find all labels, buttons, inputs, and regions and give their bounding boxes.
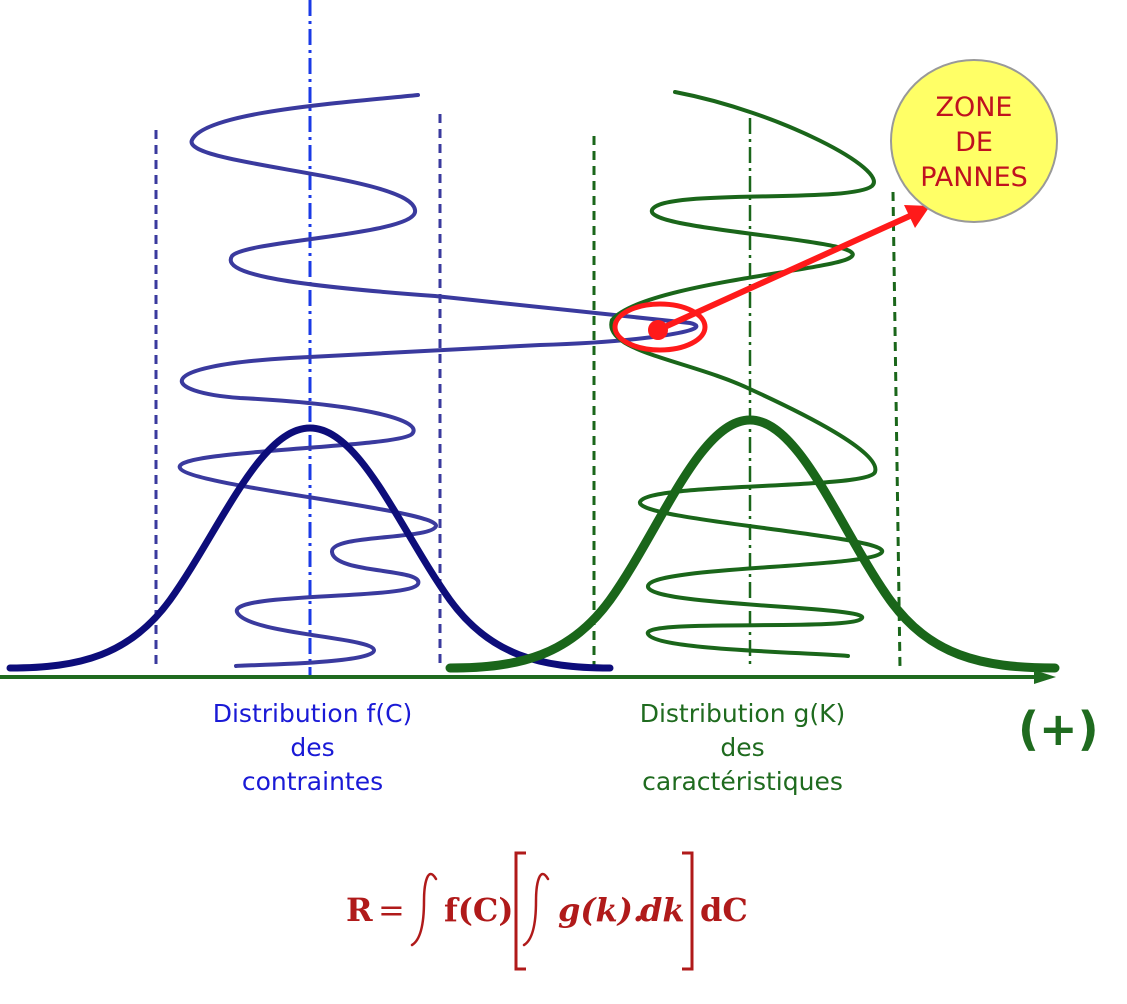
failure-zone-ellipse	[612, 301, 708, 353]
inner-integral-sign	[522, 872, 550, 947]
axis-direction-label: (+)	[1018, 702, 1099, 756]
strength-label-line-3: caractéristiques	[642, 767, 843, 796]
stress-distribution-label: Distribution f(C) des contraintes	[155, 697, 470, 799]
right-bracket	[682, 851, 694, 971]
x-axis-arrowhead	[1034, 670, 1056, 684]
left-bracket	[514, 851, 526, 971]
strength-distribution-curve	[445, 415, 1060, 673]
stress-label-line-2: des	[290, 733, 335, 762]
formula-equals: =	[378, 891, 405, 929]
zone-line-2: DE	[955, 126, 993, 158]
formula-lhs: R	[346, 891, 373, 929]
reliability-formula: R = f(C) g(k). dk dC	[300, 845, 800, 975]
zone-line-1: ZONE	[935, 91, 1013, 123]
outer-integral-sign	[410, 872, 438, 947]
failure-arrowhead	[904, 205, 930, 228]
strength-distribution-label: Distribution g(K) des caractéristiques	[585, 697, 900, 799]
failure-zone-label: ZONE DE PANNES	[890, 62, 1058, 222]
stress-distribution-curve	[6, 424, 614, 672]
strength-upper-bound-line	[891, 191, 902, 669]
formula-outer-integrand: f(C)	[444, 891, 514, 929]
strength-label-line-2: des	[720, 733, 765, 762]
strength-label-line-1: Distribution g(K)	[639, 699, 846, 728]
strength-spiral-curve	[609, 90, 885, 658]
formula-inner-differential: dk	[640, 891, 685, 929]
failure-arrow-shaft	[655, 212, 915, 333]
zone-line-3: PANNES	[920, 161, 1028, 193]
failure-zone-circle	[890, 59, 1058, 223]
stress-spiral-curve	[177, 93, 699, 668]
stress-label-line-1: Distribution f(C)	[212, 699, 413, 728]
formula-inner-integrand: g(k).	[558, 891, 644, 929]
stress-label-line-3: contraintes	[241, 767, 384, 796]
formula-outer-differential: dC	[700, 891, 748, 929]
